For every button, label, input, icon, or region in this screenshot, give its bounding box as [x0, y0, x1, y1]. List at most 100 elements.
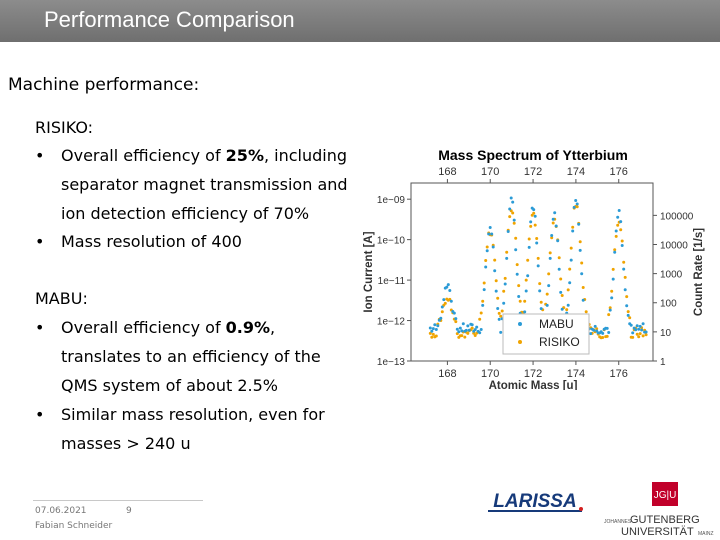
data-point-risiko [571, 225, 575, 229]
data-point-mabu [481, 303, 485, 307]
data-point-mabu [572, 205, 576, 209]
data-point-mabu [512, 218, 516, 222]
data-point-mabu [527, 245, 531, 249]
data-point-mabu [461, 322, 465, 326]
data-point-mabu [442, 298, 446, 302]
data-point-risiko [635, 332, 639, 336]
data-point-mabu [560, 307, 564, 311]
data-point-mabu [431, 327, 435, 331]
data-point-risiko [623, 275, 627, 279]
data-point-risiko [638, 332, 642, 336]
data-point-mabu [517, 295, 521, 298]
data-point-mabu [505, 256, 509, 260]
data-point-mabu [607, 331, 611, 334]
data-point-mabu [430, 329, 434, 333]
data-point-mabu [499, 330, 503, 334]
legend-label-risiko: RISIKO [539, 335, 580, 349]
jgu-badge [652, 482, 678, 506]
data-point-risiko [529, 224, 533, 228]
data-point-mabu [508, 207, 512, 211]
data-point-mabu [610, 296, 614, 300]
data-point-mabu [616, 215, 620, 219]
data-point-mabu [509, 196, 513, 200]
data-point-risiko [595, 327, 599, 331]
data-point-risiko [547, 272, 551, 276]
data-point-risiko [460, 334, 464, 338]
data-point-mabu [445, 285, 449, 289]
data-point-risiko [502, 289, 506, 293]
data-point-mabu [623, 288, 627, 292]
data-point-risiko [496, 296, 500, 300]
data-point-mabu [614, 229, 618, 233]
data-point-mabu [503, 282, 507, 286]
data-point-mabu [448, 289, 452, 292]
data-point-mabu [574, 199, 578, 202]
data-point-risiko [463, 335, 467, 339]
data-point-risiko [568, 267, 572, 271]
y2-axis-label: Count Rate [1/s] [693, 228, 705, 316]
data-point-mabu [446, 283, 450, 287]
data-point-risiko [644, 333, 648, 337]
data-point-mabu [547, 284, 551, 288]
data-point-risiko [569, 246, 573, 250]
data-point-mabu [523, 310, 527, 314]
data-point-mabu [529, 220, 533, 224]
data-point-mabu [526, 274, 530, 278]
data-point-risiko [584, 310, 588, 314]
data-point-mabu [626, 313, 630, 317]
data-point-mabu [455, 327, 459, 331]
data-point-risiko [548, 251, 552, 255]
data-point-risiko [628, 316, 632, 320]
data-point-risiko [505, 250, 509, 254]
risiko-resolution: Mass resolution of 400 [61, 232, 242, 251]
data-point-risiko [481, 299, 485, 303]
chart-title: Mass Spectrum of Ytterbium [438, 147, 628, 163]
data-point-mabu [466, 324, 470, 328]
risiko-efficiency-line1: Overall efficiency of 25%, including [61, 146, 347, 166]
data-point-mabu [433, 323, 437, 327]
data-point-risiko [526, 258, 530, 262]
x-tick-label-top: 174 [567, 166, 585, 178]
jgu-badge-text: JG|U [654, 490, 677, 501]
data-point-risiko [466, 331, 470, 335]
data-point-mabu [506, 230, 510, 233]
data-point-mabu [475, 325, 479, 329]
y2-tick-label: 1 [660, 357, 666, 368]
y-axis-left: 1e−09 1e−10 1e−11 1e−12 1e−13 [377, 195, 411, 368]
data-point-mabu [625, 304, 629, 308]
data-point-mabu [536, 264, 540, 268]
bullet-icon: • [35, 232, 45, 251]
data-point-risiko [515, 263, 519, 267]
data-point-mabu [439, 316, 443, 320]
data-point-mabu [631, 331, 635, 335]
data-point-mabu [494, 289, 498, 293]
y-axis-right: 100000 10000 1000 100 10 1 [653, 211, 694, 368]
data-point-mabu [539, 307, 543, 311]
data-point-mabu [464, 328, 468, 332]
mabu-efficiency-line3: QMS system of about 2.5% [61, 376, 278, 395]
data-point-mabu [619, 220, 623, 224]
data-point-risiko [524, 278, 528, 282]
data-point-risiko [533, 223, 537, 227]
mabu-efficiency-text: Overall efficiency of [61, 318, 226, 337]
data-point-risiko [538, 282, 542, 286]
larissa-logo-text: LARISSA [493, 491, 576, 512]
bullet-icon: • [35, 146, 45, 165]
data-point-risiko [440, 310, 444, 314]
data-point-mabu [577, 222, 581, 226]
data-point-risiko [484, 259, 488, 262]
data-point-risiko [641, 334, 645, 338]
mabu-efficiency-value: 0.9% [225, 318, 271, 337]
data-point-mabu [568, 281, 572, 285]
legend-marker-mabu [518, 322, 522, 326]
footer-page-number: 9 [126, 506, 132, 516]
data-point-mabu [581, 298, 585, 302]
data-point-risiko [511, 211, 515, 215]
data-point-risiko [605, 334, 609, 338]
data-point-mabu [496, 307, 500, 310]
jgu-logo: JG|U JOHANNES GUTENBERG UNIVERSITÄT MAIN… [604, 482, 714, 538]
risiko-efficiency-value: 25% [225, 146, 264, 165]
data-point-mabu [457, 330, 461, 334]
x-tick-label-top: 176 [610, 166, 628, 178]
data-point-mabu [434, 328, 438, 331]
